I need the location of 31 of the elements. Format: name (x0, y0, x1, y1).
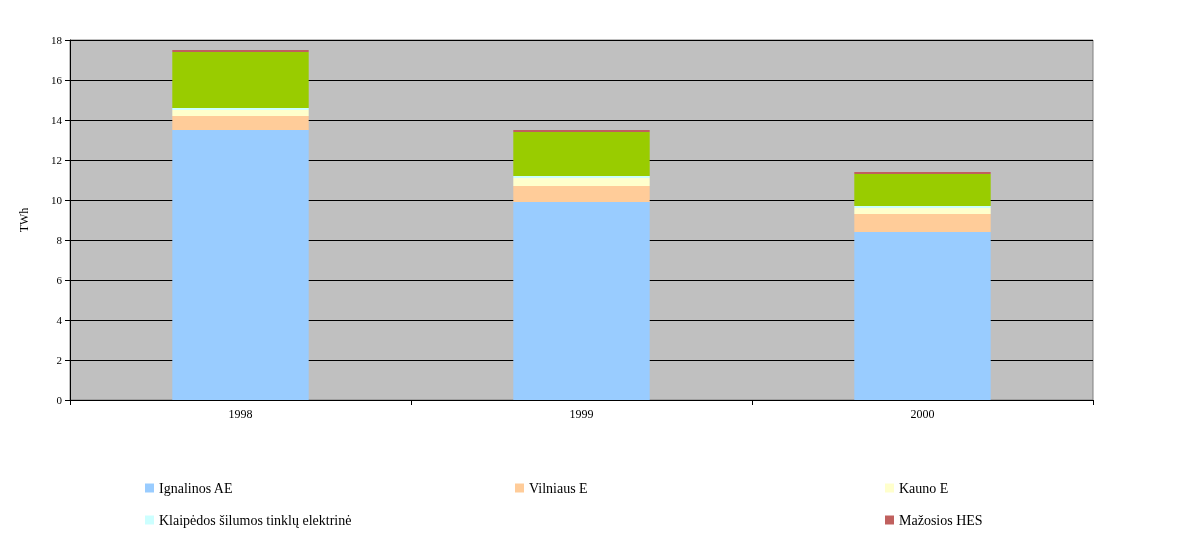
x-tick-label: 1999 (569, 407, 594, 421)
y-tick-label: 12 (51, 154, 62, 166)
x-tick-label: 2000 (910, 407, 935, 421)
bar (513, 178, 650, 186)
bar (172, 116, 309, 130)
y-tick-label: 8 (56, 234, 63, 246)
y-tick-label: 10 (51, 194, 63, 206)
y-tick-label: 16 (51, 74, 63, 86)
bar (854, 174, 991, 206)
bar (854, 208, 991, 214)
legend-label: Vilniaus E (529, 480, 588, 496)
bar (854, 232, 991, 400)
y-tick-label: 2 (56, 354, 62, 366)
bar (172, 52, 309, 108)
legend-label: Mažosios HES (899, 512, 983, 528)
y-axis-title: TWh (17, 207, 31, 233)
legend-label: Kauno E (899, 480, 949, 496)
y-tick-label: 18 (51, 34, 63, 46)
legend-label: Klaipėdos šilumos tinklų elektrinė (159, 512, 352, 528)
y-tick-label: 14 (51, 114, 63, 126)
bar (172, 130, 309, 400)
bar (513, 132, 650, 176)
y-tick-label: 4 (56, 314, 63, 326)
legend-label: Ignalinos AE (159, 480, 233, 496)
bar (513, 186, 650, 202)
y-tick-label: 0 (56, 394, 63, 406)
y-tick-label: 6 (56, 274, 63, 286)
x-tick-label: 1998 (228, 407, 253, 421)
bar (854, 214, 991, 232)
bar (513, 202, 650, 400)
bar (172, 110, 309, 116)
